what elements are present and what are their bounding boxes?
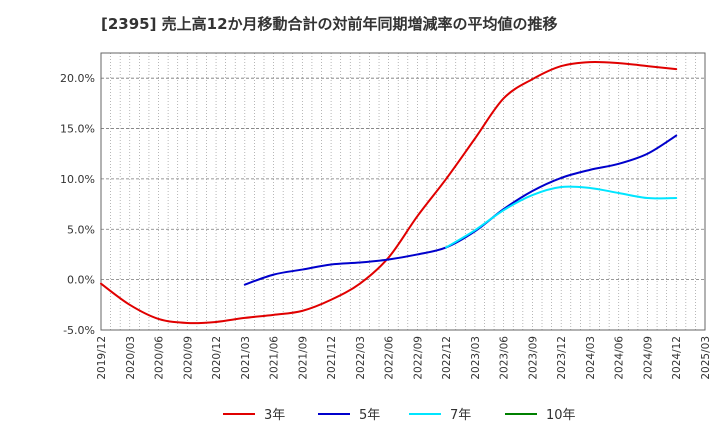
x-tick-label: 2021/03 — [240, 336, 252, 380]
series-line-1 — [100, 60, 678, 325]
x-tick-label: 2022/09 — [412, 336, 424, 380]
chart-title: [2395] 売上高12か月移動合計の対前年同期増減率の平均値の推移 — [101, 15, 558, 33]
legend: 3年 5年 7年 10年 — [223, 408, 576, 423]
legend-label: 5年 — [359, 408, 380, 423]
x-tick-label: 2024/12 — [671, 336, 683, 380]
series-line-3 — [445, 185, 678, 249]
x-tick-label: 2024/06 — [614, 336, 626, 380]
x-tick-label: 2020/06 — [154, 336, 166, 380]
x-tick-label: 2019/12 — [96, 336, 108, 380]
x-tick-label: 2021/06 — [269, 336, 281, 380]
x-tick-label: 2023/06 — [499, 336, 511, 380]
x-tick-label: 2022/06 — [384, 336, 396, 380]
x-tick-label: 2021/12 — [326, 336, 338, 380]
x-tick-label: 2020/03 — [125, 336, 137, 380]
plot-area — [100, 52, 706, 331]
y-tick-label: 0.0% — [67, 274, 95, 287]
x-tick-label: 2024/09 — [642, 336, 654, 380]
legend-label: 3年 — [264, 408, 285, 423]
x-tick-label: 2023/09 — [527, 336, 539, 380]
x-tick-label: 2023/03 — [470, 336, 482, 380]
x-tick-label: 2021/09 — [297, 336, 309, 380]
y-axis-ticks: -5.0% 0.0% 5.0% 10.0% 15.0% 20.0% — [60, 72, 95, 337]
y-tick-label: -5.0% — [63, 324, 95, 337]
x-tick-label: 2022/12 — [441, 336, 453, 380]
x-axis-ticks: 2019/12 2020/03 2020/06 2020/09 2020/12 2021/… — [96, 336, 712, 380]
x-tick-label: 2020/09 — [182, 336, 194, 380]
x-tick-label: 2023/12 — [556, 336, 568, 380]
y-tick-label: 5.0% — [67, 223, 95, 236]
x-tick-label: 2022/03 — [355, 336, 367, 380]
legend-label: 7年 — [450, 408, 471, 423]
y-tick-label: 10.0% — [60, 173, 95, 186]
x-tick-label: 2024/03 — [585, 336, 597, 380]
y-tick-label: 20.0% — [60, 72, 95, 85]
x-tick-label: 2020/12 — [211, 336, 223, 380]
y-tick-label: 15.0% — [60, 123, 95, 136]
legend-label: 10年 — [546, 408, 576, 423]
x-tick-label: 2025/03 — [700, 336, 712, 380]
series-lines — [100, 60, 678, 325]
series-line-2 — [243, 134, 678, 286]
